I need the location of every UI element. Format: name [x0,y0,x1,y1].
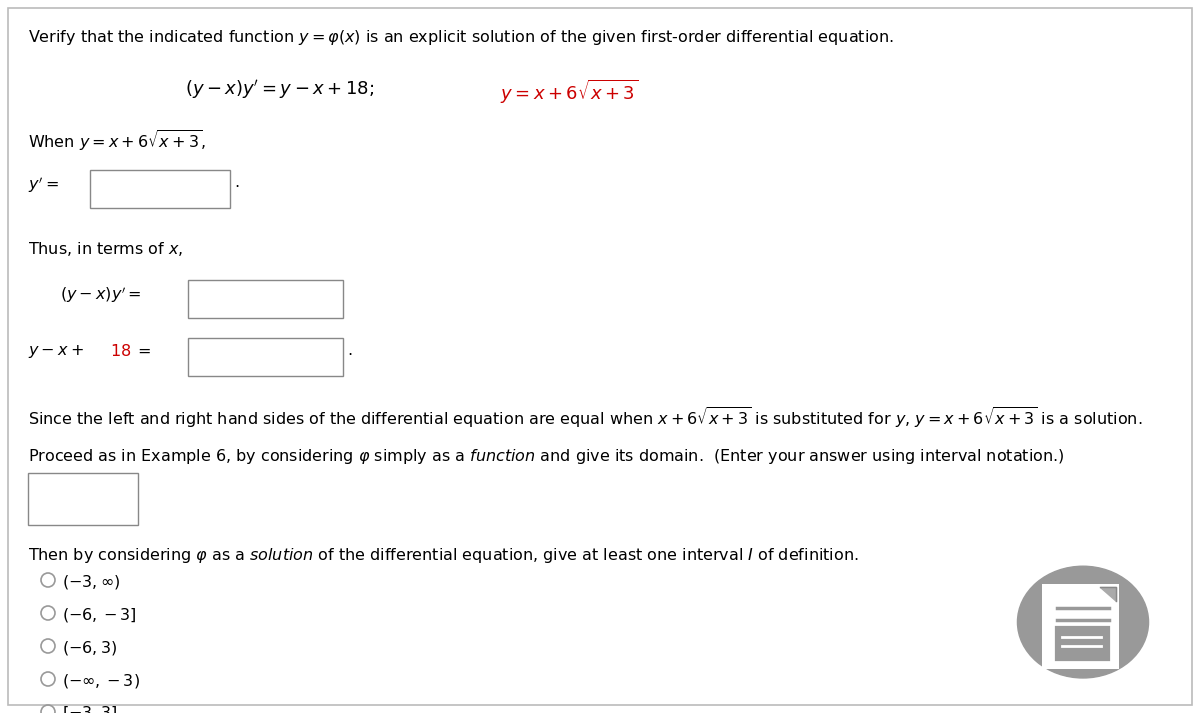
Text: $[-3, 3]$: $[-3, 3]$ [62,705,118,713]
Text: When $y = x + 6\sqrt{x + 3},$: When $y = x + 6\sqrt{x + 3},$ [28,128,205,153]
FancyBboxPatch shape [8,8,1192,705]
FancyBboxPatch shape [188,280,343,318]
FancyBboxPatch shape [188,338,343,376]
Text: $=$: $=$ [134,343,151,358]
Text: .: . [347,343,352,358]
Text: $(-6, 3)$: $(-6, 3)$ [62,639,118,657]
FancyBboxPatch shape [1052,625,1111,662]
Text: .: . [234,175,239,190]
Text: Thus, in terms of $x$,: Thus, in terms of $x$, [28,240,184,258]
Text: $(-6, -3]$: $(-6, -3]$ [62,606,137,624]
FancyBboxPatch shape [90,170,230,208]
Ellipse shape [1018,566,1148,678]
Text: $y' =$: $y' =$ [28,175,59,195]
FancyBboxPatch shape [28,473,138,525]
Text: $y = x + 6\sqrt{x + 3}$: $y = x + 6\sqrt{x + 3}$ [500,78,638,106]
Text: Then by considering $\varphi$ as a $\mathit{solution}$ of the differential equat: Then by considering $\varphi$ as a $\mat… [28,546,859,565]
Text: $y - x + $: $y - x + $ [28,343,84,360]
Text: Proceed as in Example 6, by considering $\varphi$ simply as a $\mathit{function}: Proceed as in Example 6, by considering … [28,447,1064,466]
Text: $(y - x)y' =$: $(y - x)y' =$ [60,285,142,305]
Text: $(-\infty, -3)$: $(-\infty, -3)$ [62,672,140,690]
Text: $18$: $18$ [110,343,131,359]
Text: Verify that the indicated function $y = \varphi(x)$ is an explicit solution of t: Verify that the indicated function $y = … [28,28,894,47]
FancyBboxPatch shape [1042,585,1118,669]
Text: $(y - x)y' = y - x + 18;$: $(y - x)y' = y - x + 18;$ [185,78,374,101]
Text: $(-3, \infty)$: $(-3, \infty)$ [62,573,120,591]
Text: Since the left and right hand sides of the differential equation are equal when : Since the left and right hand sides of t… [28,405,1142,430]
Polygon shape [1099,587,1116,601]
